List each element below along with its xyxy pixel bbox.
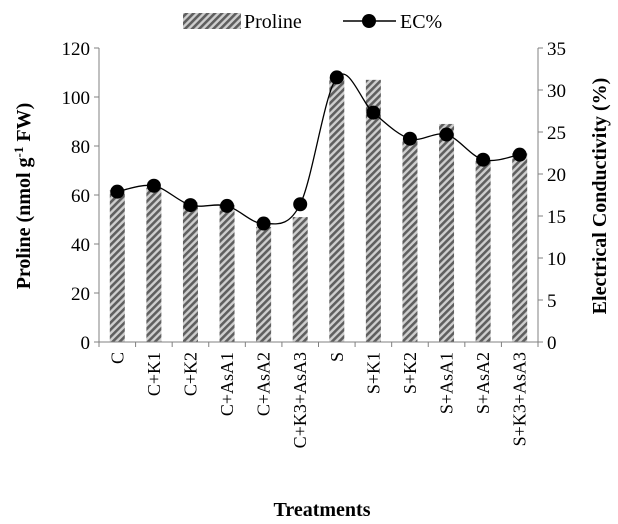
y-left-tick-label: 120 [62,39,91,60]
bar-proline [292,217,308,342]
y-left-tick-label: 40 [71,235,90,256]
ec-line [117,73,520,225]
x-category-label: S+AsA2 [473,352,493,414]
bar-proline [512,153,528,342]
ec-point [256,216,271,231]
x-category-label: C+AsA1 [217,352,237,416]
bar-proline [402,138,418,342]
y-left-tick-label: 80 [71,137,90,158]
bar-proline [182,202,198,342]
x-category-label: S+AsA1 [437,352,457,414]
y-right-tick-label: 25 [547,123,566,144]
y-axis-left-title: Proline (nmol g-1 FW) [11,103,35,290]
plot-area: 0 20 40 60 80 100 120 0 5 10 15 20 25 30 35 C C+K1 C+K2 C+… [62,39,567,448]
x-category-label: C+K1 [144,352,164,396]
y-right-tick-label: 30 [547,81,566,102]
ec-point [220,198,235,213]
bar-proline [439,123,455,342]
ec-point [183,198,198,213]
ec-point [329,70,344,85]
bar-proline [146,187,162,342]
x-category-label: C+K3+AsA3 [290,352,310,448]
ec-point [402,131,417,146]
x-category-label: C+K2 [180,352,200,396]
ec-point [366,105,381,120]
x-category-label: S+K1 [363,352,383,394]
bar-proline [219,204,235,342]
y-right-tick-label: 5 [547,291,557,312]
y-left-tick-label: 100 [62,88,91,109]
y-right-tick-label: 35 [547,39,566,60]
ec-point [110,184,125,199]
bar-proline [365,79,381,342]
y-left-tick-label: 60 [71,186,90,207]
x-category-label: S+K2 [400,352,420,394]
x-category-label: C [107,352,127,364]
legend: Proline EC% [183,11,442,33]
legend-proline-swatch [183,13,241,29]
y-axis-right-title: Electrical Conductivity (%) [589,78,611,315]
bar-proline [329,77,345,343]
legend-ec-label: EC% [400,11,442,33]
x-category-label: C+AsA2 [254,352,274,416]
x-category-label: S [327,352,347,362]
y-right-tick-label: 10 [547,249,566,270]
bar-proline [475,160,491,342]
y-left-tick-label: 0 [81,333,91,354]
legend-proline-label: Proline [244,11,302,33]
ec-point [146,178,161,193]
ec-point [439,127,454,142]
legend-ec-marker [362,14,376,28]
y-right-tick-label: 0 [547,333,557,354]
ec-point [293,197,308,212]
bar-proline [109,190,125,342]
x-category-label: S+K3+AsA3 [510,352,530,446]
y-right-tick-label: 20 [547,165,566,186]
ec-point [512,147,527,162]
x-axis-title: Treatments [273,499,370,521]
y-left-tick-label: 20 [71,284,90,305]
y-right-tick-label: 15 [547,207,566,228]
ec-point [476,152,491,167]
bar-proline [256,226,272,342]
